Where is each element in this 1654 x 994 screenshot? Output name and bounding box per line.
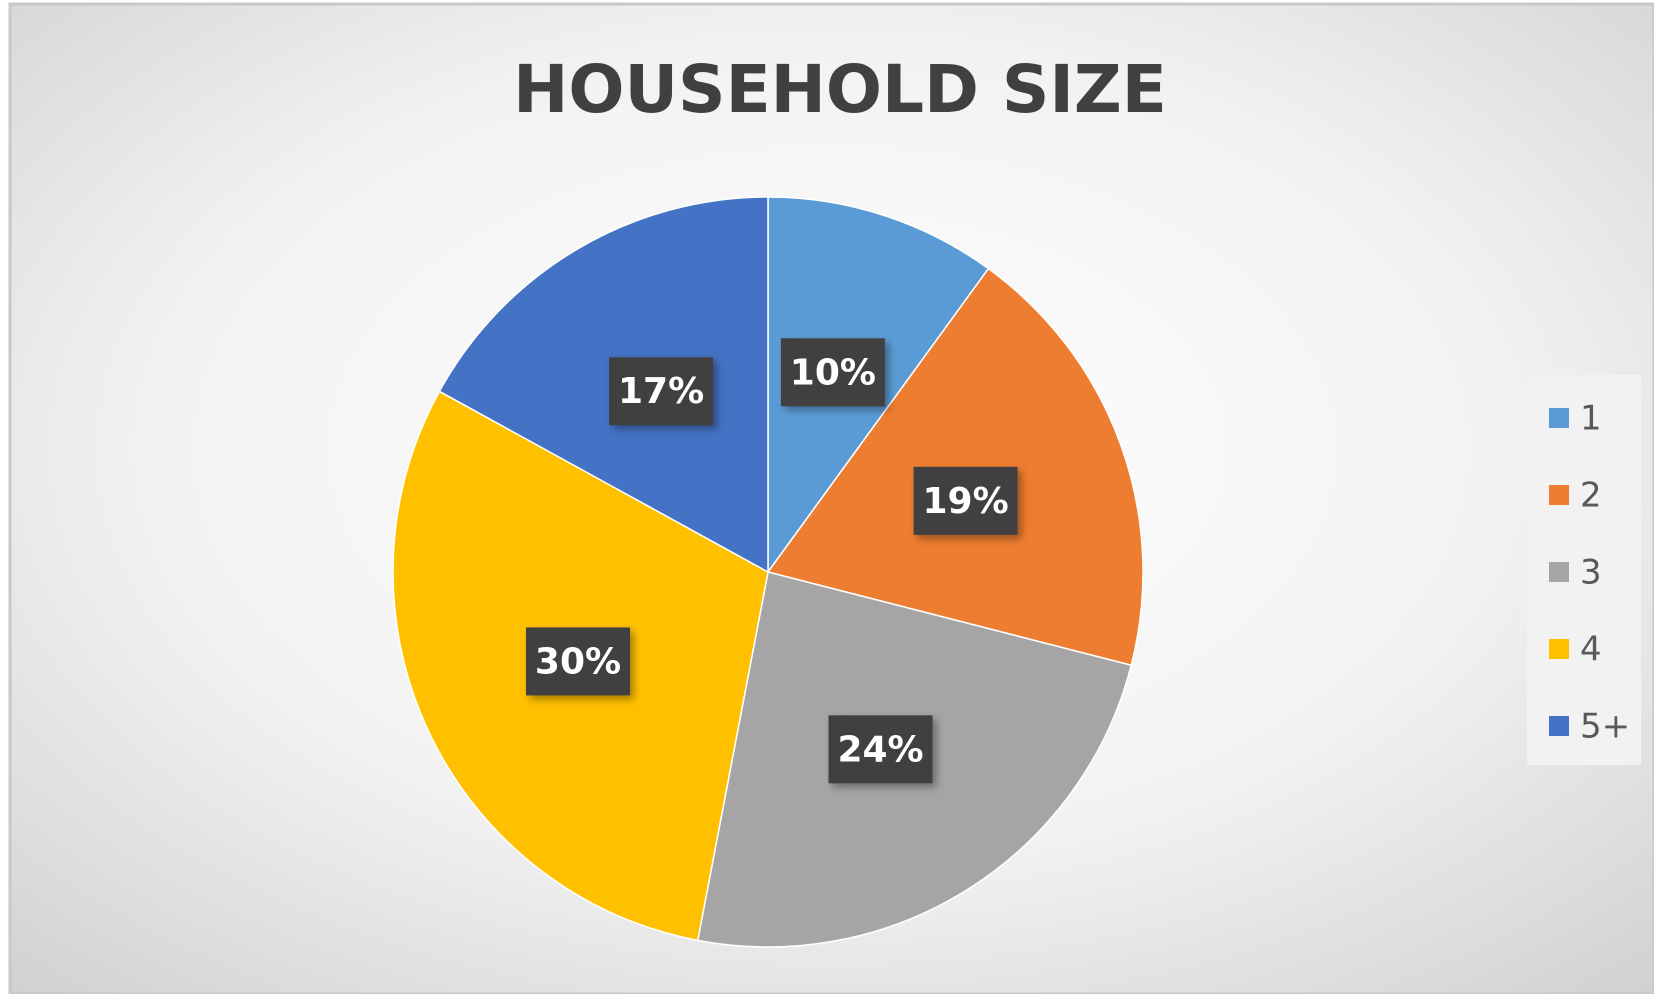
legend-swatch (1549, 408, 1569, 428)
legend-box (1527, 375, 1641, 765)
legend-swatch (1549, 562, 1569, 582)
legend-label: 4 (1580, 630, 1602, 670)
legend-label: 2 (1580, 476, 1602, 516)
legend-swatch (1549, 639, 1569, 659)
data-label-box (780, 338, 885, 407)
data-label-box (913, 466, 1018, 535)
legend-label: 1 (1580, 399, 1602, 439)
legend-label: 5+ (1580, 707, 1630, 747)
pie-slice (438, 196, 769, 574)
data-label: 17% (618, 371, 704, 412)
legend-swatch (1549, 716, 1569, 736)
data-label: 24% (837, 729, 923, 770)
legend-label: 3 (1580, 553, 1602, 593)
data-label-box (609, 357, 714, 426)
chart-title: HOUSEHOLD SIZE (513, 51, 1167, 128)
data-label: 30% (535, 641, 621, 682)
legend-swatch (1549, 485, 1569, 505)
data-label: 19% (922, 481, 1008, 522)
data-label-box (525, 627, 630, 696)
data-label: 10% (790, 352, 876, 393)
data-label-box (828, 715, 933, 784)
